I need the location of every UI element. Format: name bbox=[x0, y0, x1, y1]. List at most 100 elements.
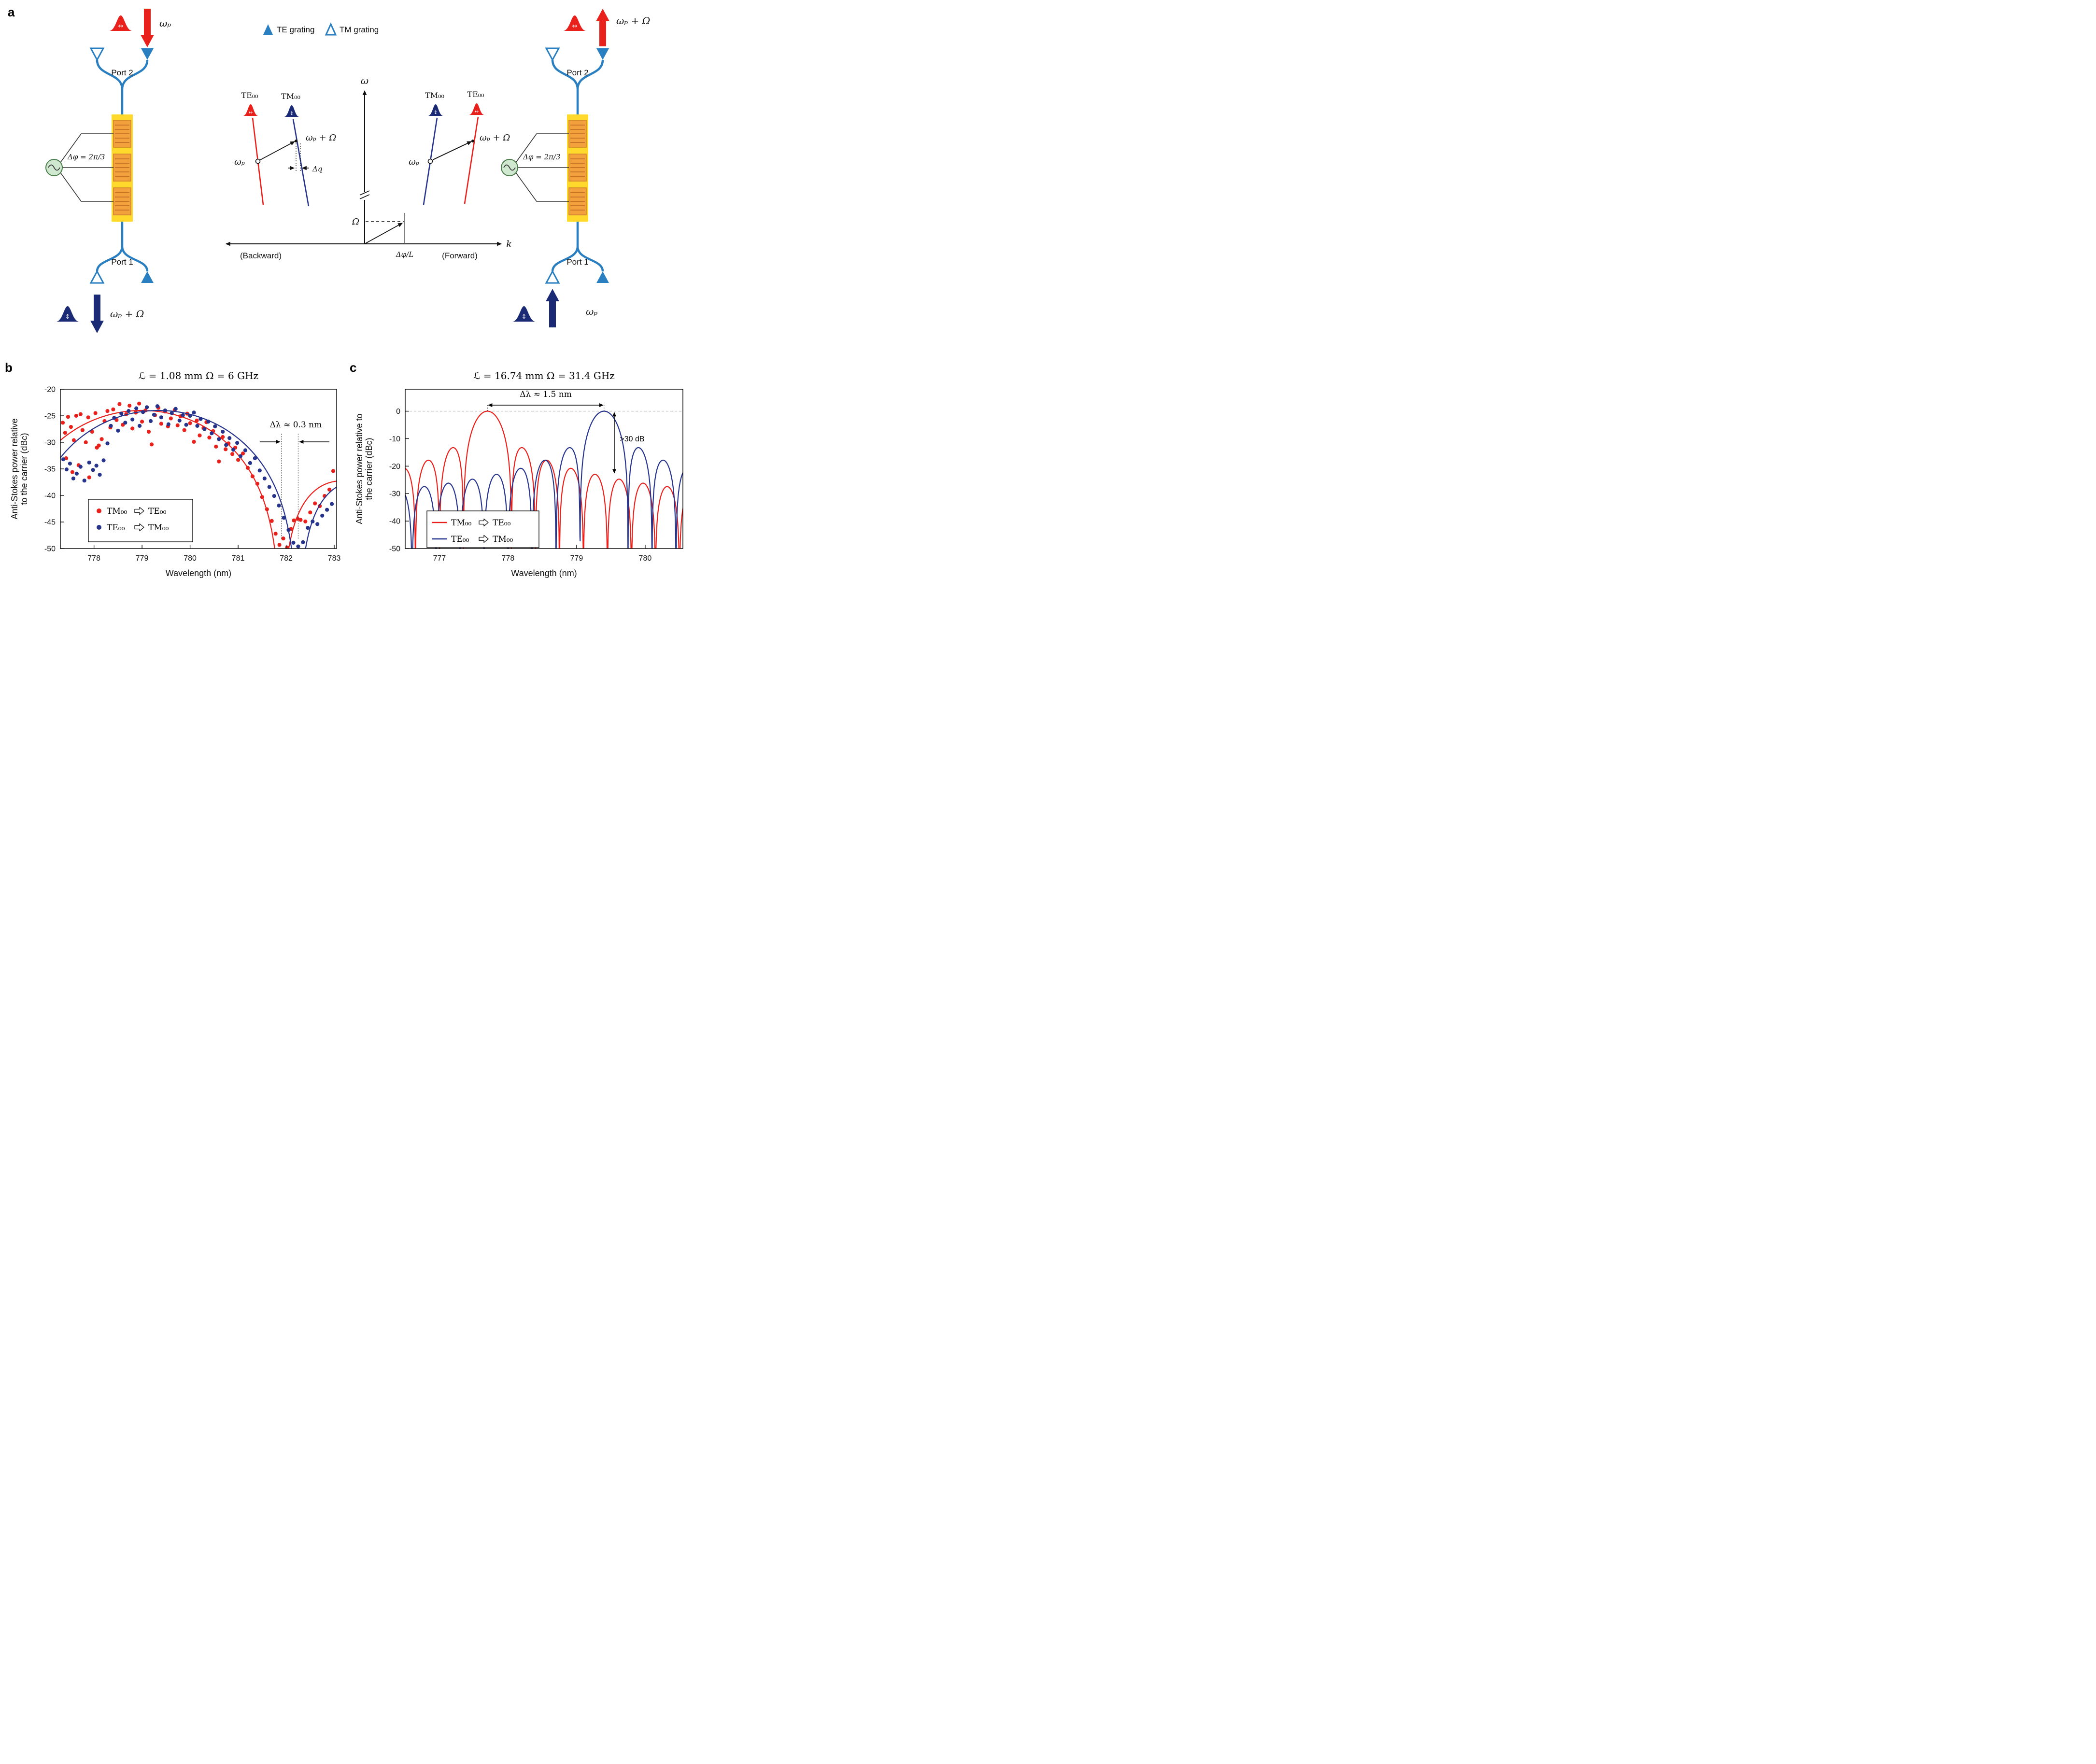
tm00-label: TM₀₀ bbox=[425, 91, 444, 100]
y-tick-label: -20 bbox=[44, 386, 56, 394]
y-tick-label: -30 bbox=[389, 490, 400, 498]
scatter-point-red bbox=[169, 416, 173, 421]
scatter-point-navy bbox=[227, 436, 232, 440]
scatter-point-red bbox=[99, 437, 104, 441]
scatter-point-red bbox=[277, 543, 282, 547]
pump-frequency-label: ωₚ bbox=[586, 306, 597, 317]
scatter-point-navy bbox=[68, 461, 72, 466]
scatter-point-navy bbox=[286, 528, 291, 532]
scatter-point-red bbox=[217, 459, 221, 464]
double-arrow-icon bbox=[479, 518, 489, 527]
scatter-point-navy bbox=[166, 422, 170, 426]
electrode-hatch bbox=[570, 125, 585, 211]
scatter-point-navy bbox=[78, 465, 83, 469]
delta-lambda-dotted-lines bbox=[281, 434, 299, 540]
scatter-point-navy bbox=[202, 427, 207, 431]
scatter-point-red bbox=[188, 421, 192, 425]
scatter-point-navy bbox=[177, 418, 182, 423]
double-arrow-icon bbox=[479, 535, 489, 543]
scatter-point-navy bbox=[301, 540, 305, 544]
device-right: ↔ ↕ Port 2 Port 1 ωₚ + Ω ωₚ Δφ = 2π/3 bbox=[501, 9, 650, 327]
scatter-point-red bbox=[245, 466, 250, 470]
output-down-arrow bbox=[90, 295, 104, 333]
grating-legend: TE grating TM grating bbox=[263, 22, 379, 36]
scatter-point-navy bbox=[109, 423, 113, 428]
modulation-vector-arrow bbox=[364, 223, 403, 244]
te00-label: TE₀₀ bbox=[467, 90, 484, 99]
scatter-point-red bbox=[281, 536, 285, 541]
scatter-point-navy bbox=[87, 460, 91, 465]
te-pulse-icon bbox=[563, 15, 586, 31]
scatter-point-red bbox=[255, 481, 260, 486]
scatter-point-red bbox=[105, 409, 110, 413]
legend-box bbox=[88, 499, 193, 542]
delta-lambda-label: Δλ ≈ 0.3 nm bbox=[270, 420, 322, 430]
pump-up-arrow bbox=[546, 289, 559, 327]
scatter-point-red bbox=[69, 425, 73, 429]
scatter-point-navy bbox=[291, 540, 296, 545]
omega-shift-label: Ω bbox=[352, 217, 359, 227]
tm-pulse-icon bbox=[428, 104, 443, 116]
axis-break-icon bbox=[359, 190, 370, 199]
legend-box bbox=[426, 510, 539, 548]
scatter-point-red bbox=[273, 532, 278, 536]
scatter-point-red bbox=[230, 452, 235, 456]
shifted-frequency-label: ωₚ + Ω bbox=[616, 15, 650, 27]
legend-label-from: TM₀₀ bbox=[451, 518, 472, 528]
legend-label-to: TE₀₀ bbox=[493, 518, 511, 528]
scatter-point-red bbox=[303, 519, 308, 523]
x-axis-label: Wavelength (nm) bbox=[166, 568, 231, 578]
scatter-point-navy bbox=[64, 467, 69, 472]
scatter-point-red bbox=[80, 428, 85, 432]
curve-navy bbox=[60, 409, 337, 549]
scatter-point-navy bbox=[127, 409, 131, 413]
scatter-point-red bbox=[97, 443, 101, 448]
scatter-point-navy bbox=[206, 420, 211, 424]
scatter-point-red bbox=[117, 402, 122, 406]
v-polarization-icon: ↕ bbox=[522, 313, 527, 321]
y-tick-label: -10 bbox=[389, 435, 400, 443]
shifted-state-marker bbox=[471, 140, 474, 142]
chart-c: Δλ ≈ 1.5 nm >30 dB 777 778 779 780 0 -10 -20 -30 -… bbox=[354, 370, 683, 578]
y-tick-label: -50 bbox=[389, 545, 400, 553]
scatter-point-navy bbox=[184, 423, 188, 427]
double-arrow-icon bbox=[134, 507, 144, 515]
delta-q-label: Δq bbox=[312, 165, 322, 173]
omega-axis-label: ω bbox=[361, 75, 368, 86]
x-tick-label: 778 bbox=[502, 554, 515, 563]
scatter-point-navy bbox=[155, 404, 159, 409]
y-axis-label: Anti-Stokes power relative tothe carrier… bbox=[354, 413, 374, 524]
scatter-point-red bbox=[140, 420, 144, 424]
conversion-arrow bbox=[432, 141, 472, 160]
scatter-point-red bbox=[313, 501, 317, 506]
scatter-point-navy bbox=[235, 441, 240, 445]
scatter-point-navy bbox=[112, 416, 116, 420]
scatter-point-red bbox=[137, 401, 142, 406]
legend-label-from: TM₀₀ bbox=[107, 507, 127, 516]
figure: a b c TE grating TM grating bbox=[0, 0, 699, 588]
scatter-point-navy bbox=[101, 458, 106, 463]
scatter-point-red bbox=[224, 447, 228, 452]
dispersion-diagram: ↔ ↕ ↕ ↔ ω k Ω Δφ/L (Backward) (Forward) bbox=[225, 75, 512, 260]
tm-pulse-icon bbox=[56, 306, 79, 322]
shifted-frequency-label: ωₚ + Ω bbox=[480, 133, 510, 143]
v-polarization-icon: ↕ bbox=[65, 313, 71, 321]
scatter-point-navy bbox=[282, 516, 286, 520]
x-tick-label: 781 bbox=[232, 554, 245, 563]
drive-wires bbox=[515, 133, 569, 202]
h-polarization-icon: ↔ bbox=[118, 23, 124, 30]
v-polarization-icon: ↕ bbox=[290, 111, 294, 116]
scatter-point-navy bbox=[192, 410, 196, 415]
scatter-point-navy bbox=[152, 412, 156, 417]
sine-wave-icon bbox=[48, 164, 60, 171]
scatter-point-navy bbox=[61, 457, 66, 462]
scatter-point-red bbox=[331, 469, 336, 473]
scatter-point-red bbox=[221, 435, 225, 439]
y-tick-label: -20 bbox=[389, 463, 400, 471]
legend-label-to: TE₀₀ bbox=[148, 507, 167, 516]
scatter-point-red bbox=[269, 519, 274, 523]
scatter-point-navy bbox=[145, 405, 149, 409]
scatter-point-navy bbox=[159, 415, 163, 420]
scatter-point-navy bbox=[221, 429, 225, 434]
tm-grating-label: TM grating bbox=[340, 25, 379, 34]
